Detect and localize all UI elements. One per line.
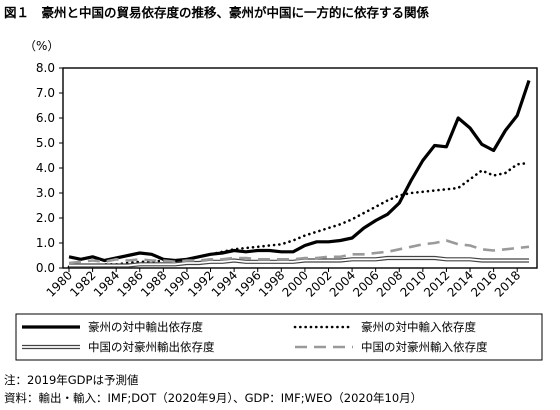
series-line-4 — [68, 239, 530, 265]
x-tick-label: 2000 — [280, 268, 311, 299]
y-tick-label: 0.0 — [36, 261, 55, 275]
x-axis-ticks: 1980198219841986198819901992199419961998… — [44, 268, 523, 300]
y-tick-label: 2.0 — [36, 211, 55, 225]
y-tick-label: 1.0 — [36, 236, 55, 250]
x-tick-label: 2010 — [397, 268, 428, 299]
series-line-2 — [67, 161, 531, 269]
x-tick-label: 2014 — [445, 268, 476, 299]
y-tick-label: 6.0 — [36, 111, 55, 125]
x-tick-label: 2016 — [468, 268, 499, 299]
y-axis-ticks: 0.0 1.0 2.0 3.0 4.0 5.0 6.0 7.0 8.0 — [36, 61, 63, 275]
series-lines — [67, 79, 531, 269]
figure-title: 図１ 豪州と中国の貿易依存度の推移、豪州が中国に一方的に依存する関係 — [4, 5, 430, 20]
x-tick-label: 1990 — [162, 268, 193, 299]
y-tick-label: 8.0 — [36, 61, 55, 75]
y-axis-unit-label: （%） — [24, 39, 59, 53]
x-tick-label: 1984 — [91, 268, 122, 299]
x-tick-label: 1986 — [114, 268, 145, 299]
legend-label: 中国の対豪州輸入依存度 — [361, 340, 488, 354]
y-tick-label: 5.0 — [36, 136, 55, 150]
chart-source: 資料：輸出・輸入：IMF;DOT（2020年9月）、GDP：IMF;WEO（20… — [4, 391, 423, 405]
x-tick-label: 2012 — [421, 268, 452, 299]
x-tick-label: 2002 — [303, 268, 334, 299]
series-line-3 — [69, 257, 529, 267]
x-tick-label: 1994 — [209, 268, 240, 299]
line-chart: （%） 0.0 1.0 2.0 3.0 4.0 5.0 6.0 7.0 8.0 19801982… — [15, 39, 543, 361]
y-tick-label: 7.0 — [36, 86, 55, 100]
legend-label: 中国の対豪州輸出依存度 — [88, 340, 215, 354]
legend-label: 豪州の対中輸入依存度 — [361, 320, 476, 334]
x-tick-label: 1998 — [256, 268, 287, 299]
y-tick-label: 3.0 — [36, 186, 55, 200]
x-tick-label: 2006 — [350, 268, 381, 299]
plot-area-frame — [62, 67, 538, 269]
series-line-1 — [68, 79, 531, 263]
x-tick-label: 1996 — [232, 268, 263, 299]
x-tick-label: 1982 — [67, 268, 98, 299]
x-tick-label: 1988 — [138, 268, 169, 299]
y-tick-label: 4.0 — [36, 161, 55, 175]
legend-label: 豪州の対中輸出依存度 — [88, 320, 203, 334]
x-tick-label: 2018 — [492, 268, 523, 299]
x-tick-label: 1992 — [185, 268, 216, 299]
x-tick-label: 2004 — [327, 268, 358, 299]
legend-frame — [15, 313, 543, 361]
x-tick-label: 2008 — [374, 268, 405, 299]
chart-note: 注：2019年GDPは予測値 — [4, 373, 139, 387]
